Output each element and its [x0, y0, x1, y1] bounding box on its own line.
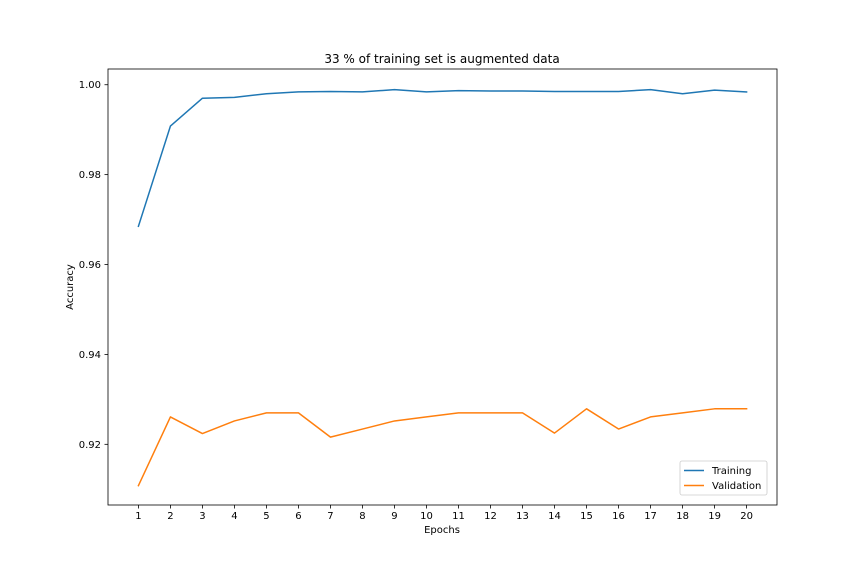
legend: Training Validation: [679, 460, 768, 496]
x-tick-label: 7: [327, 511, 333, 522]
x-tick-label: 8: [359, 511, 365, 522]
x-tick-label: 3: [199, 511, 205, 522]
x-tick-label: 16: [612, 511, 625, 522]
x-tick-label: 19: [708, 511, 721, 522]
x-tick-label: 17: [644, 511, 657, 522]
x-axis-label: Epochs: [424, 525, 460, 536]
x-tick-label: 15: [580, 511, 593, 522]
y-axis-label: Accuracy: [65, 264, 76, 310]
y-tick-label: 0.92: [79, 440, 101, 451]
y-tick-label: 0.94: [79, 350, 101, 361]
x-tick-label: 4: [231, 511, 237, 522]
y-tick-label: 0.96: [79, 260, 101, 271]
x-tick-label: 1: [135, 511, 141, 522]
x-tick-label: 2: [167, 511, 173, 522]
legend-box: [679, 460, 768, 496]
legend-label-training: Training: [711, 466, 751, 477]
plot-area: [137, 88, 748, 487]
x-tick-label: 5: [263, 511, 269, 522]
y-tick-label: 0.98: [79, 170, 101, 181]
x-tick-label: 6: [295, 511, 301, 522]
series-line-validation: [137, 408, 748, 487]
x-tick-label: 9: [391, 511, 397, 522]
axes: 1 2 3 4 5 6 7 8 9 10 11 12 13 14 15 16 17 18 19 200.920.940…: [79, 68, 778, 522]
x-tick-label: 14: [548, 511, 561, 522]
x-tick-label: 20: [740, 511, 753, 522]
chart-title: 33 % of training set is augmented data: [324, 52, 559, 66]
axes-frame: [107, 68, 778, 506]
x-tick-label: 18: [676, 511, 689, 522]
x-tick-label: 11: [452, 511, 465, 522]
series-line-training: [137, 88, 748, 228]
y-tick-label: 1.00: [79, 80, 101, 91]
legend-label-validation: Validation: [712, 481, 761, 492]
x-tick-label: 12: [484, 511, 497, 522]
x-tick-label: 13: [516, 511, 529, 522]
x-tick-label: 10: [420, 511, 433, 522]
